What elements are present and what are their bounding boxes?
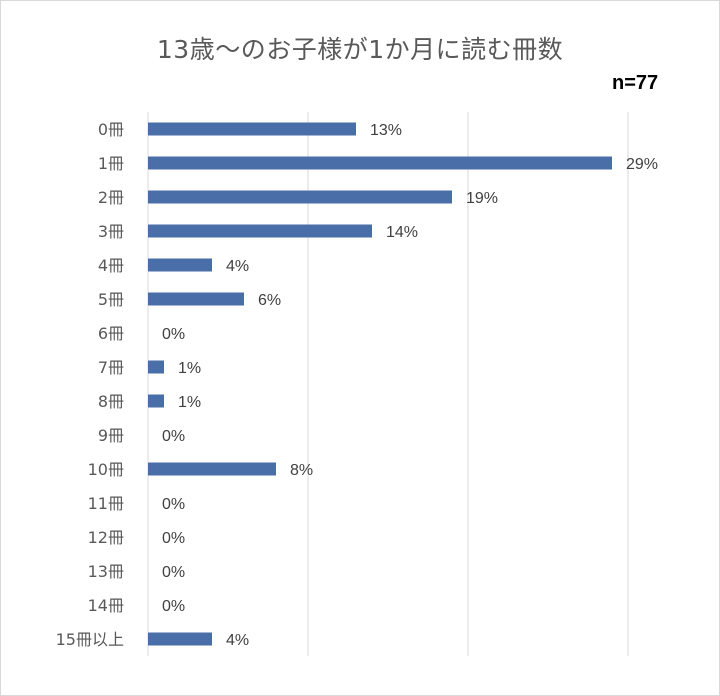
category-label: 7冊 [98, 358, 124, 377]
category-label: 4冊 [98, 256, 124, 275]
bar [148, 394, 164, 408]
bar [148, 258, 212, 272]
data-label: 0% [162, 564, 185, 581]
category-label: 8冊 [98, 392, 124, 411]
bar [148, 122, 356, 136]
data-label: 14% [386, 224, 418, 241]
bar [148, 292, 244, 306]
bar [148, 632, 212, 646]
category-label: 12冊 [88, 528, 124, 547]
data-label: 8% [290, 462, 313, 479]
category-label: 15冊以上 [56, 630, 124, 649]
category-label: 13冊 [88, 562, 124, 581]
bar [148, 190, 452, 204]
data-label: 29% [626, 156, 658, 173]
category-label: 9冊 [98, 426, 124, 445]
data-label: 1% [178, 394, 201, 411]
chart-title: 13歳～のお子様が1か月に読む冊数 [156, 35, 564, 64]
data-label: 0% [162, 598, 185, 615]
data-label: 0% [162, 428, 185, 445]
data-label: 13% [370, 122, 402, 139]
category-label: 14冊 [88, 596, 124, 615]
bar [148, 156, 612, 170]
category-label: 5冊 [98, 290, 124, 309]
data-label: 19% [466, 190, 498, 207]
category-label: 3冊 [98, 222, 124, 241]
category-label: 2冊 [98, 188, 124, 207]
data-label: 1% [178, 360, 201, 377]
data-label: 6% [258, 292, 281, 309]
data-label: 4% [226, 632, 249, 649]
bar [148, 462, 276, 476]
category-label: 6冊 [98, 324, 124, 343]
data-label: 0% [162, 530, 185, 547]
category-label: 11冊 [88, 494, 124, 513]
data-label: 4% [226, 258, 249, 275]
bar [148, 360, 164, 374]
data-label: 0% [162, 496, 185, 513]
sample-size-label: n=77 [612, 72, 659, 94]
category-label: 10冊 [88, 460, 124, 479]
bar [148, 224, 372, 238]
data-label: 0% [162, 326, 185, 343]
category-label: 1冊 [98, 154, 124, 173]
category-label: 0冊 [98, 120, 124, 139]
